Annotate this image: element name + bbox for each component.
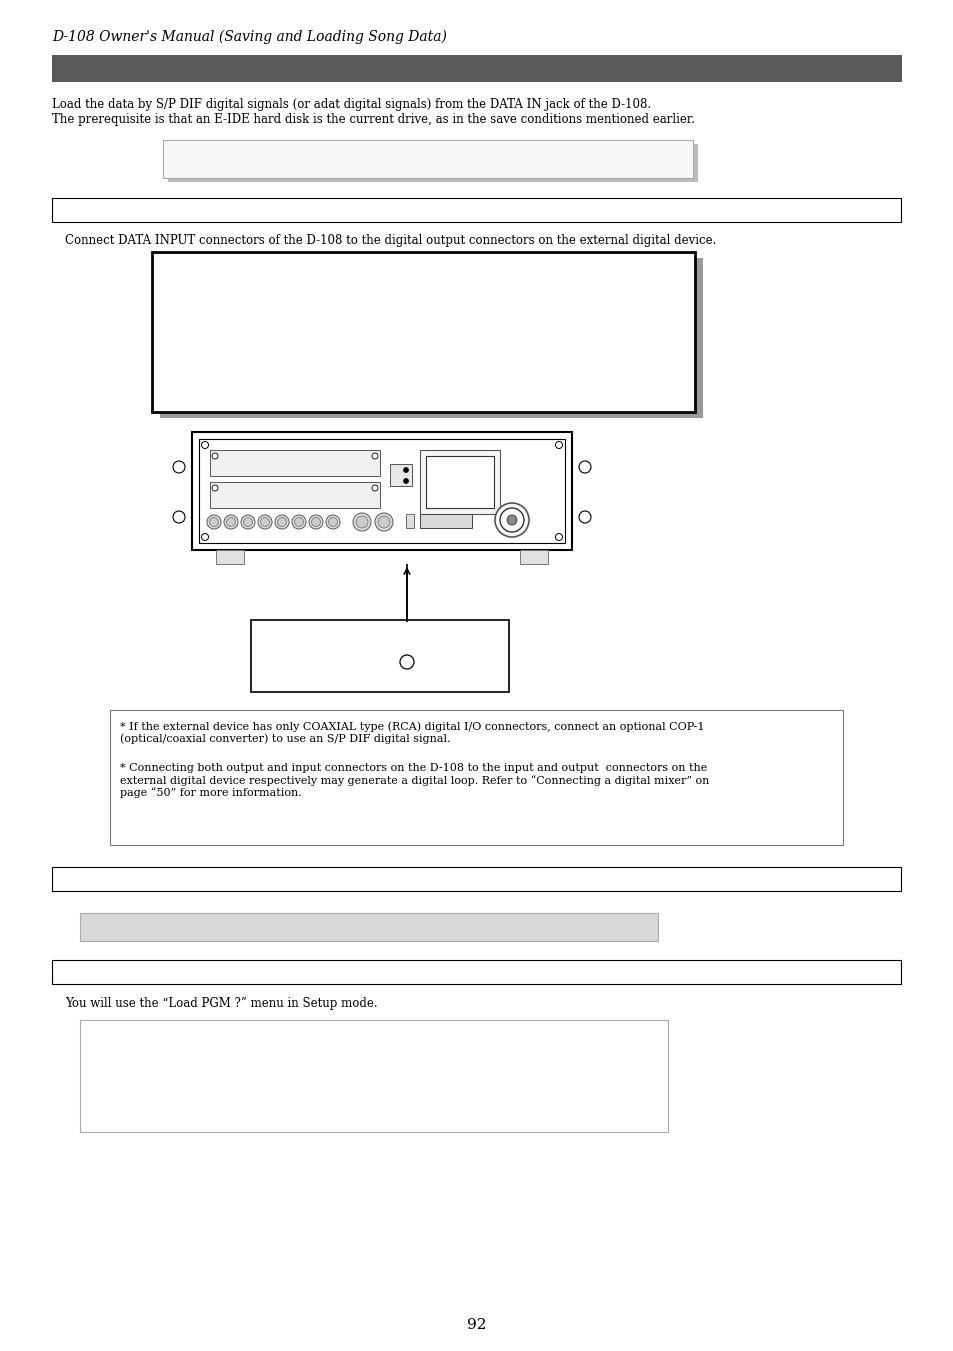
Circle shape (210, 517, 218, 527)
Bar (52, 55, 901, 82)
Bar (163, 141, 692, 178)
Bar (419, 513, 472, 528)
Circle shape (201, 442, 209, 449)
Circle shape (578, 461, 590, 473)
Text: D-108 Owner's Manual (Saving and Loading Song Data): D-108 Owner's Manual (Saving and Loading… (52, 30, 446, 45)
Circle shape (555, 534, 562, 540)
Circle shape (328, 517, 337, 527)
Circle shape (403, 467, 408, 473)
Bar (152, 253, 695, 412)
Bar (80, 913, 658, 942)
Bar (251, 620, 509, 692)
Circle shape (224, 515, 237, 530)
Bar (52, 867, 900, 892)
Text: * If the external device has only COAXIAL type (RCA) digital I/O connectors, con: * If the external device has only COAXIA… (120, 721, 703, 744)
Circle shape (377, 516, 390, 528)
Circle shape (257, 515, 272, 530)
Circle shape (403, 478, 408, 484)
Bar (52, 199, 900, 222)
Circle shape (241, 515, 254, 530)
Circle shape (172, 461, 185, 473)
Circle shape (277, 517, 286, 527)
Text: Connect DATA INPUT connectors of the D-108 to the digital output connectors on t: Connect DATA INPUT connectors of the D-1… (65, 234, 716, 247)
Circle shape (243, 517, 253, 527)
Text: The prerequisite is that an E-IDE hard disk is the current drive, as in the save: The prerequisite is that an E-IDE hard d… (52, 113, 695, 126)
Circle shape (207, 515, 221, 530)
Circle shape (226, 517, 235, 527)
Circle shape (312, 517, 320, 527)
Bar (210, 482, 379, 508)
Circle shape (260, 517, 269, 527)
Circle shape (326, 515, 339, 530)
Circle shape (375, 513, 393, 531)
Circle shape (292, 515, 306, 530)
Circle shape (372, 485, 377, 490)
Circle shape (201, 534, 209, 540)
Text: * Connecting both output and input connectors on the D-108 to the input and outp: * Connecting both output and input conne… (120, 763, 709, 798)
Circle shape (372, 453, 377, 459)
Circle shape (578, 511, 590, 523)
Bar (110, 711, 842, 844)
Circle shape (353, 513, 371, 531)
Bar (160, 258, 702, 417)
Bar (215, 550, 244, 563)
Circle shape (172, 511, 185, 523)
Bar (390, 463, 412, 486)
Bar (426, 457, 494, 508)
Bar (210, 450, 379, 476)
Circle shape (355, 516, 368, 528)
Circle shape (212, 485, 218, 490)
Bar (406, 513, 414, 528)
Text: You will use the “Load PGM ?” menu in Setup mode.: You will use the “Load PGM ?” menu in Se… (65, 997, 377, 1011)
Circle shape (495, 503, 529, 536)
Text: Load the data by S/P DIF digital signals (or adat digital signals) from the DATA: Load the data by S/P DIF digital signals… (52, 99, 651, 111)
Bar (519, 550, 547, 563)
Bar (192, 432, 572, 550)
Circle shape (499, 508, 523, 532)
Bar (80, 1020, 667, 1132)
Circle shape (274, 515, 289, 530)
Circle shape (506, 515, 517, 526)
Circle shape (555, 442, 562, 449)
Circle shape (399, 655, 414, 669)
Bar (419, 450, 499, 513)
Circle shape (212, 453, 218, 459)
Bar (199, 439, 564, 543)
Bar (168, 145, 698, 182)
Bar (52, 961, 900, 984)
Circle shape (294, 517, 303, 527)
Circle shape (309, 515, 323, 530)
Text: 92: 92 (467, 1319, 486, 1332)
